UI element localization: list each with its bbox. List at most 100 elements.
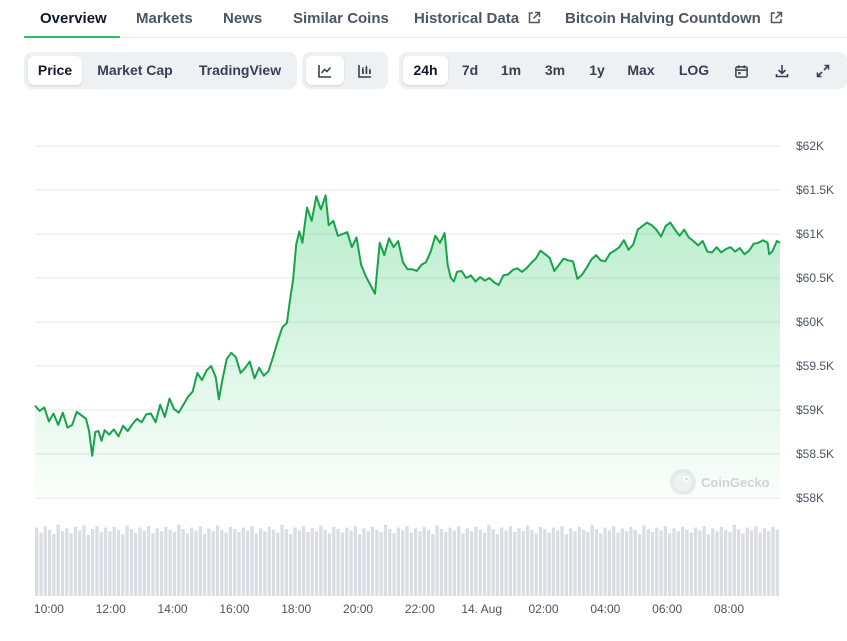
volume-bar bbox=[646, 529, 650, 596]
volume-bar bbox=[65, 528, 69, 596]
volume-bar bbox=[99, 531, 103, 596]
fullscreen-button[interactable] bbox=[806, 56, 840, 85]
volume-bar bbox=[749, 530, 754, 596]
volume-bar bbox=[151, 533, 155, 596]
tab-markets[interactable]: Markets bbox=[136, 10, 193, 27]
volume-bar bbox=[159, 531, 164, 596]
range-max-button[interactable]: Max bbox=[627, 62, 655, 78]
volume-bar bbox=[564, 534, 568, 596]
volume-bar bbox=[551, 527, 556, 596]
y-axis: $58K $58.5K $59K $59.5K $60K $60.5K $61K $61.5K… bbox=[796, 139, 834, 505]
volume-bar bbox=[246, 530, 250, 596]
range-1m-button[interactable]: 1m bbox=[500, 62, 522, 78]
volume-bar bbox=[689, 532, 693, 596]
range-24h-button[interactable]: 24h bbox=[403, 56, 448, 85]
range-1y-button[interactable]: 1y bbox=[589, 62, 605, 78]
tradingview-button[interactable]: TradingView bbox=[198, 62, 282, 78]
volume-bar bbox=[573, 531, 577, 596]
tab-overview[interactable]: Overview bbox=[40, 10, 107, 27]
volume-bar bbox=[719, 526, 724, 596]
volume-bar bbox=[301, 526, 306, 596]
log-scale-button[interactable]: LOG bbox=[678, 62, 710, 78]
volume-bar bbox=[349, 530, 353, 596]
volume-bar bbox=[457, 526, 461, 596]
tab-historical-data[interactable]: Historical Data bbox=[414, 10, 541, 27]
y-tick-label: $58K bbox=[796, 491, 824, 505]
market-cap-button[interactable]: Market Cap bbox=[97, 62, 173, 78]
volume-bar bbox=[482, 532, 487, 596]
tab-bitcoin-halving-countdown[interactable]: Bitcoin Halving Countdown bbox=[565, 10, 783, 27]
tab-similar-coins[interactable]: Similar Coins bbox=[293, 10, 389, 27]
y-tick-label: $58.5K bbox=[796, 447, 834, 461]
volume-bar bbox=[581, 529, 586, 596]
volume-bar bbox=[401, 530, 405, 596]
volume-bar bbox=[500, 527, 504, 596]
volume-bar bbox=[620, 528, 624, 596]
volume-bar bbox=[125, 525, 129, 596]
x-axis: 10:00 12:00 14:00 16:00 18:00 20:00 22:00 14. A… bbox=[34, 602, 744, 616]
volume-bar bbox=[736, 529, 741, 596]
volume-bar bbox=[220, 529, 224, 596]
volume-bar bbox=[702, 526, 706, 596]
volume-bar bbox=[741, 533, 745, 596]
volume-bar bbox=[775, 529, 779, 596]
volume-bar bbox=[439, 529, 444, 596]
volume-bar bbox=[525, 525, 530, 596]
volume-bar bbox=[396, 527, 401, 596]
tab-label: Markets bbox=[136, 10, 193, 27]
x-tick-label: 12:00 bbox=[96, 602, 126, 616]
range-7d-button[interactable]: 7d bbox=[461, 62, 479, 78]
volume-bar bbox=[413, 528, 418, 596]
volume-bar bbox=[276, 532, 280, 596]
y-tick-label: $59.5K bbox=[796, 359, 834, 373]
x-tick-label: 14. Aug bbox=[461, 602, 502, 616]
volume-bar bbox=[357, 534, 362, 596]
volume-bar bbox=[332, 526, 336, 596]
volume-bar bbox=[495, 534, 500, 596]
volume-bar bbox=[258, 528, 263, 596]
y-tick-label: $61.5K bbox=[796, 183, 834, 197]
volume-bar bbox=[426, 529, 431, 596]
x-tick-label: 02:00 bbox=[529, 602, 559, 616]
volume-bar bbox=[233, 529, 237, 596]
volume-bar bbox=[543, 529, 547, 596]
download-button[interactable] bbox=[765, 56, 799, 85]
volume-bar bbox=[629, 526, 633, 596]
volume-bar bbox=[577, 526, 581, 596]
volume-bar bbox=[121, 534, 125, 596]
price-chart[interactable]: $58K $58.5K $59K $59.5K $60K $60.5K $61K $61.5K… bbox=[0, 100, 847, 630]
tab-news[interactable]: News bbox=[223, 10, 262, 27]
volume-bar bbox=[599, 533, 603, 596]
tab-label: News bbox=[223, 10, 263, 27]
volume-bar bbox=[177, 524, 181, 596]
line-chart-button[interactable] bbox=[306, 56, 344, 85]
volume-bar bbox=[263, 531, 267, 596]
candlestick-chart-button[interactable] bbox=[346, 56, 384, 85]
volume-bar bbox=[474, 526, 478, 596]
range-3m-button[interactable]: 3m bbox=[544, 62, 566, 78]
volume-bar bbox=[319, 525, 323, 596]
price-button[interactable]: Price bbox=[28, 56, 82, 85]
volume-bar bbox=[56, 524, 60, 596]
volume-bar bbox=[668, 533, 672, 596]
volume-bar bbox=[568, 528, 573, 596]
y-tick-label: $60K bbox=[796, 315, 824, 329]
volume-bar bbox=[155, 528, 159, 596]
volume-bar bbox=[379, 531, 383, 596]
volume-bar bbox=[103, 527, 108, 596]
volume-bar bbox=[280, 524, 284, 596]
volume-bar bbox=[771, 526, 775, 596]
x-tick-label: 18:00 bbox=[281, 602, 311, 616]
volume-bar bbox=[353, 526, 357, 596]
external-link-icon bbox=[528, 11, 541, 24]
top-tab-bar: Overview Markets News Similar Coins Hist… bbox=[24, 0, 847, 38]
volume-bar bbox=[327, 533, 332, 596]
volume-bar bbox=[435, 525, 439, 596]
y-tick-label: $61K bbox=[796, 227, 824, 241]
volume-bar bbox=[134, 532, 138, 596]
volume-bar bbox=[314, 531, 319, 596]
volume-bar bbox=[388, 529, 392, 596]
date-range-button[interactable] bbox=[724, 56, 758, 85]
coingecko-watermark: CoinGecko bbox=[669, 468, 770, 496]
volume-bar bbox=[35, 527, 39, 596]
